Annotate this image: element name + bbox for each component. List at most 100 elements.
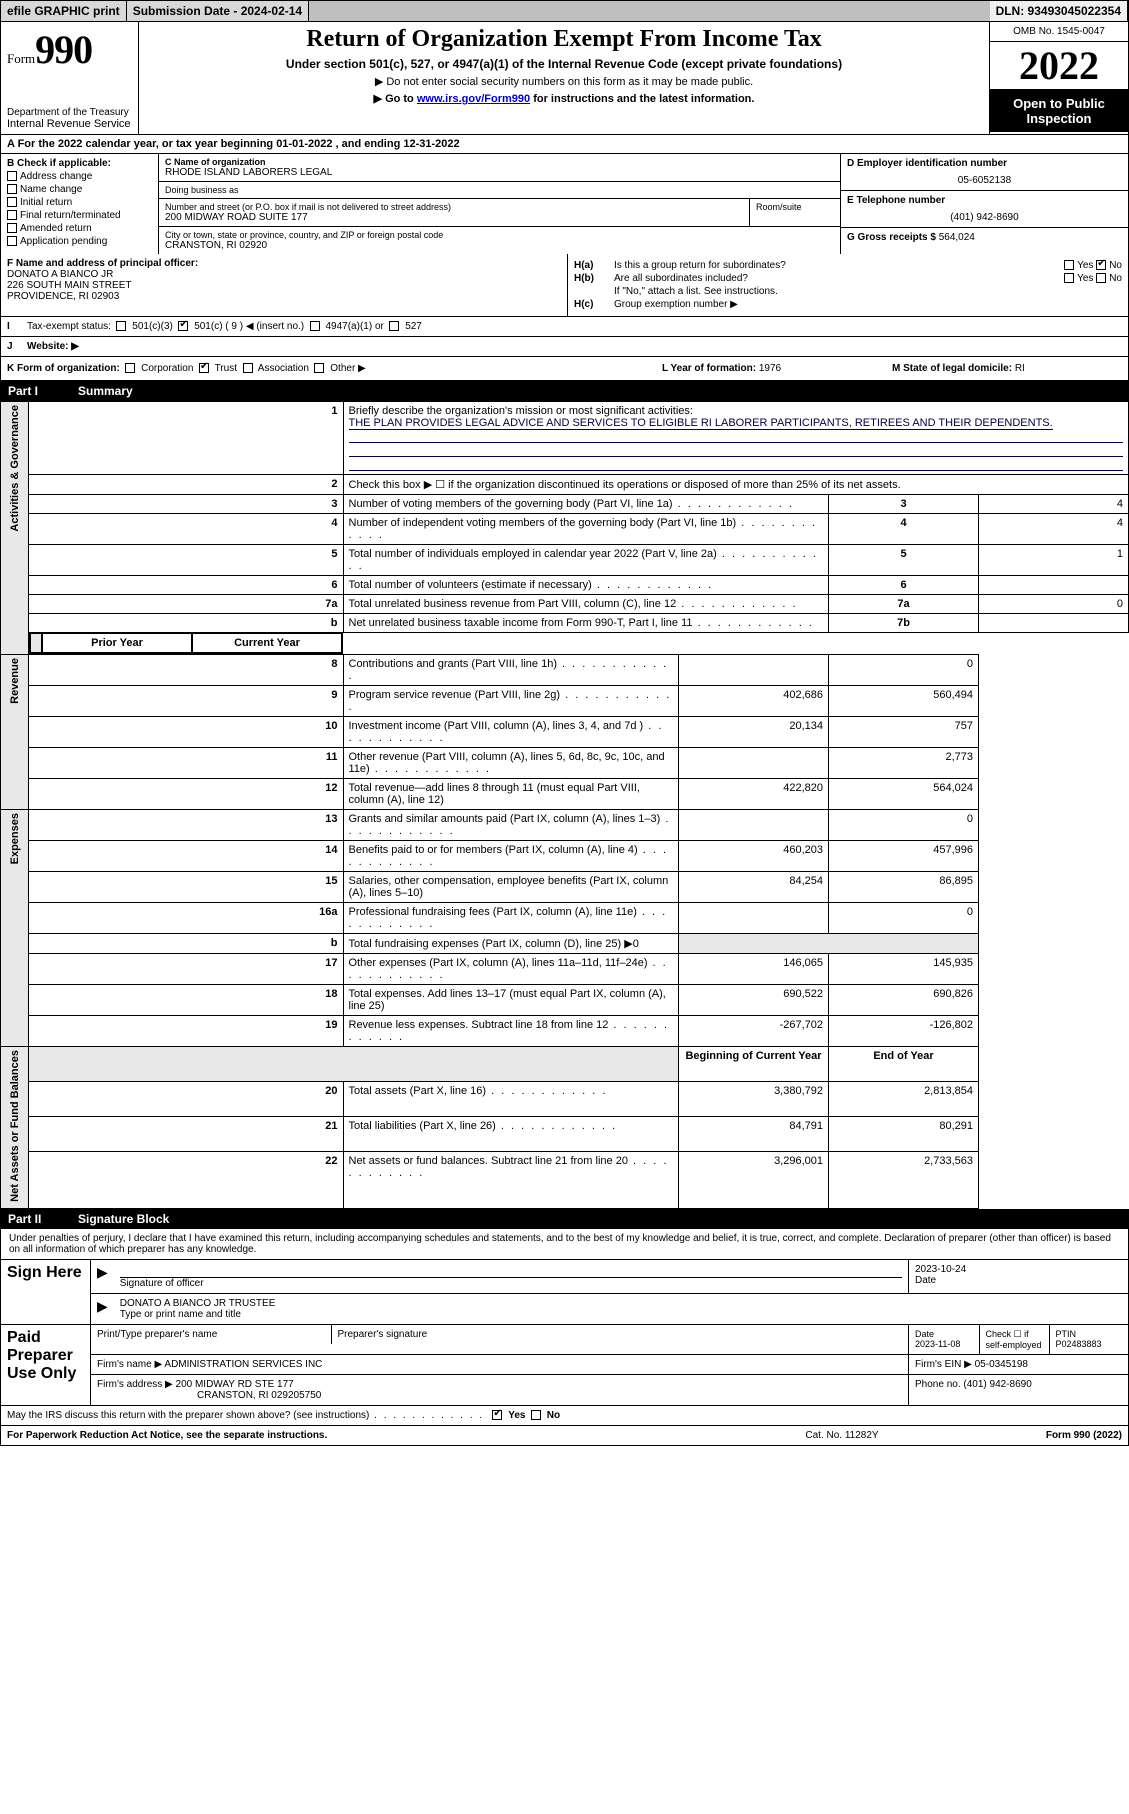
name-label: Type or print name and title xyxy=(120,1309,1122,1320)
gross-receipts-value: 564,024 xyxy=(939,232,975,243)
toolbar-spacer xyxy=(309,1,989,21)
mission-text: THE PLAN PROVIDES LEGAL ADVICE AND SERVI… xyxy=(349,417,1053,430)
table-row: 11Other revenue (Part VIII, column (A), … xyxy=(1,748,1129,779)
hb-no-check[interactable] xyxy=(1096,273,1106,283)
chk-corp[interactable] xyxy=(125,363,135,373)
hb-note: If "No," attach a list. See instructions… xyxy=(574,286,1122,297)
form990-link[interactable]: www.irs.gov/Form990 xyxy=(417,93,530,105)
discuss-no-check[interactable] xyxy=(531,1410,541,1420)
header-right: OMB No. 1545-0047 2022 Open to Public In… xyxy=(990,22,1128,134)
self-employed-check[interactable]: Check ☐ if self-employed xyxy=(979,1325,1049,1354)
chk-other[interactable] xyxy=(314,363,324,373)
row-i: I Tax-exempt status: 501(c)(3) 501(c) ( … xyxy=(0,317,1129,337)
form-note1: ▶ Do not enter social security numbers o… xyxy=(147,75,981,88)
address-cell: Number and street (or P.O. box if mail i… xyxy=(159,199,840,227)
efile-print-button[interactable]: efile GRAPHIC print xyxy=(1,1,127,21)
officer-signature-line[interactable] xyxy=(120,1264,902,1278)
box-g: G Gross receipts $ 564,024 xyxy=(841,228,1128,247)
chk-amended-return[interactable]: Amended return xyxy=(7,223,152,234)
row-j: J Website: ▶ xyxy=(0,337,1129,357)
chk-trust[interactable] xyxy=(199,363,209,373)
firm-name: ADMINISTRATION SERVICES INC xyxy=(164,1359,322,1370)
ptin: P02483883 xyxy=(1056,1339,1102,1349)
ha-text: Is this a group return for subordinates? xyxy=(614,260,1064,271)
discuss-yes-check[interactable] xyxy=(492,1410,502,1420)
ha-yes-check[interactable] xyxy=(1064,260,1074,270)
dept-treasury: Department of the Treasury xyxy=(7,107,132,118)
box-c: C Name of organization RHODE ISLAND LABO… xyxy=(159,154,840,254)
side-revenue: Revenue xyxy=(1,655,29,810)
tax-exempt-status: Tax-exempt status: 501(c)(3) 501(c) ( 9 … xyxy=(21,317,1128,336)
box-d-e-g: D Employer identification number 05-6052… xyxy=(840,154,1128,254)
page-footer: For Paperwork Reduction Act Notice, see … xyxy=(0,1426,1129,1446)
table-row: 7aTotal unrelated business revenue from … xyxy=(1,595,1129,614)
sign-date: 2023-10-24 xyxy=(915,1264,1122,1275)
addr-value: 200 MIDWAY ROAD SUITE 177 xyxy=(165,212,743,223)
chk-initial-return[interactable]: Initial return xyxy=(7,197,152,208)
table-row: 17Other expenses (Part IX, column (A), l… xyxy=(1,954,1129,985)
top-toolbar: efile GRAPHIC print Submission Date - 20… xyxy=(0,0,1129,22)
ha-no-check[interactable] xyxy=(1096,260,1106,270)
chk-4947[interactable] xyxy=(310,321,320,331)
note2-post: for instructions and the latest informat… xyxy=(530,93,754,105)
box-b-head: B Check if applicable: xyxy=(7,158,152,169)
table-row: 19Revenue less expenses. Subtract line 1… xyxy=(1,1016,1129,1047)
officer-printed-name: DONATO A BIANCO JR TRUSTEE xyxy=(120,1298,1122,1309)
table-row: 4Number of independent voting members of… xyxy=(1,514,1129,545)
form-subtitle: Under section 501(c), 527, or 4947(a)(1)… xyxy=(147,57,981,71)
preparer-sig-col: Preparer's signature xyxy=(331,1325,908,1344)
form-word: Form xyxy=(7,51,35,66)
note2-pre: ▶ Go to xyxy=(374,93,417,105)
chk-final-return[interactable]: Final return/terminated xyxy=(7,210,152,221)
firm-phone: (401) 942-8690 xyxy=(963,1379,1031,1390)
preparer-name-col: Print/Type preparer's name xyxy=(91,1325,331,1344)
form-header: Form990 Department of the Treasury Inter… xyxy=(0,22,1129,135)
hb-text: Are all subordinates included? xyxy=(614,273,1064,284)
chk-application-pending[interactable]: Application pending xyxy=(7,236,152,247)
discuss-question: May the IRS discuss this return with the… xyxy=(7,1410,484,1421)
ein-label: D Employer identification number xyxy=(847,158,1122,169)
table-row: 16aProfessional fundraising fees (Part I… xyxy=(1,903,1129,934)
org-name: RHODE ISLAND LABORERS LEGAL xyxy=(165,167,834,178)
hc-label: H(c) xyxy=(574,299,614,310)
footer-cat: Cat. No. 11282Y xyxy=(742,1430,942,1441)
org-name-label: C Name of organization xyxy=(165,157,834,167)
table-row: 21Total liabilities (Part X, line 26)84,… xyxy=(1,1116,1129,1151)
date-label: Date xyxy=(915,1275,1122,1286)
omb-number: OMB No. 1545-0047 xyxy=(990,22,1128,42)
chk-assoc[interactable] xyxy=(243,363,253,373)
box-k: K Form of organization: Corporation Trus… xyxy=(7,363,662,374)
row-a-tax-year: A For the 2022 calendar year, or tax yea… xyxy=(0,135,1129,154)
line-2-num: 2 xyxy=(29,475,344,495)
open-to-public: Open to Public Inspection xyxy=(990,90,1128,132)
chk-501c[interactable] xyxy=(178,321,188,331)
arrow-icon: ▶ xyxy=(97,1264,108,1280)
org-name-cell: C Name of organization RHODE ISLAND LABO… xyxy=(159,154,840,182)
box-f-label: F Name and address of principal officer: xyxy=(7,258,198,269)
sig-label: Signature of officer xyxy=(120,1278,902,1289)
col-header-prior-current: Prior YearCurrent Year xyxy=(29,633,343,654)
form-title: Return of Organization Exempt From Incom… xyxy=(147,26,981,53)
chk-name-change[interactable]: Name change xyxy=(7,184,152,195)
chk-501c3[interactable] xyxy=(116,321,126,331)
hb-yes-check[interactable] xyxy=(1064,273,1074,283)
part-ii-header: Part II Signature Block xyxy=(0,1209,1129,1229)
table-row: 9Program service revenue (Part VIII, lin… xyxy=(1,686,1129,717)
sign-here-label: Sign Here xyxy=(1,1259,91,1324)
table-row: 14Benefits paid to or for members (Part … xyxy=(1,841,1129,872)
table-row: 20Total assets (Part X, line 16)3,380,79… xyxy=(1,1081,1129,1116)
phone-label: E Telephone number xyxy=(847,195,1122,206)
arrow-icon: ▶ xyxy=(97,1298,108,1314)
officer-addr2: PROVIDENCE, RI 02903 xyxy=(7,291,119,302)
table-row: 15Salaries, other compensation, employee… xyxy=(1,872,1129,903)
submission-date-button[interactable]: Submission Date - 2024-02-14 xyxy=(127,1,309,21)
table-row: 3Number of voting members of the governi… xyxy=(1,495,1129,514)
officer-addr1: 226 SOUTH MAIN STREET xyxy=(7,280,131,291)
table-row: 18Total expenses. Add lines 13–17 (must … xyxy=(1,985,1129,1016)
table-row: 12Total revenue—add lines 8 through 11 (… xyxy=(1,779,1129,810)
part-ii-note: Under penalties of perjury, I declare th… xyxy=(0,1229,1129,1259)
chk-address-change[interactable]: Address change xyxy=(7,171,152,182)
chk-527[interactable] xyxy=(389,321,399,331)
tax-year: 2022 xyxy=(990,42,1128,90)
summary-table: Activities & Governance 1 Briefly descri… xyxy=(0,401,1129,1209)
